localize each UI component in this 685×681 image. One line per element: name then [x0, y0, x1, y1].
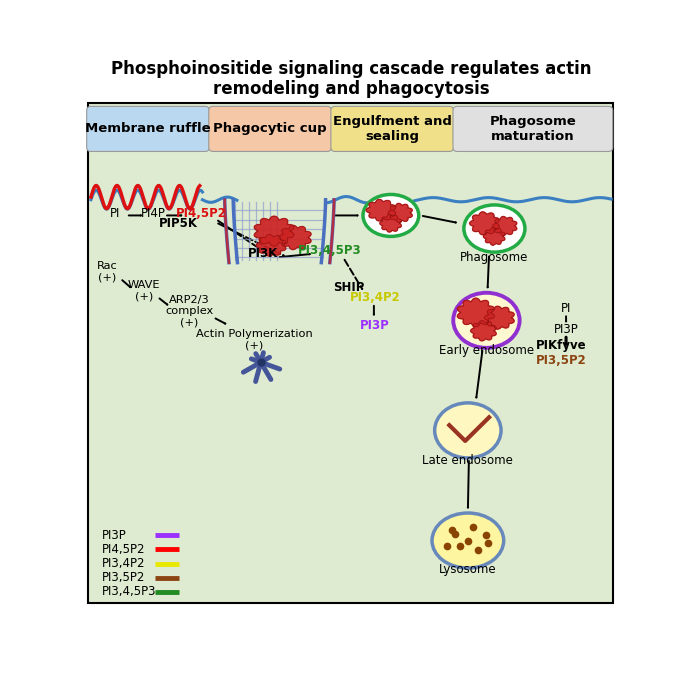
Polygon shape — [380, 215, 401, 232]
Text: PI3,5P2: PI3,5P2 — [536, 354, 586, 367]
FancyBboxPatch shape — [209, 106, 332, 151]
Polygon shape — [471, 321, 496, 341]
Ellipse shape — [453, 293, 520, 348]
Text: Phagocytic cup: Phagocytic cup — [213, 123, 327, 136]
Text: Phagosome: Phagosome — [460, 251, 529, 264]
Text: Phosphoinositide signaling cascade regulates actin
remodeling and phagocytosis: Phosphoinositide signaling cascade regul… — [111, 60, 591, 99]
Polygon shape — [366, 200, 396, 221]
Text: Engulfment and
sealing: Engulfment and sealing — [333, 115, 451, 143]
Text: PI3P: PI3P — [360, 319, 390, 332]
Polygon shape — [484, 227, 505, 245]
Polygon shape — [493, 217, 516, 236]
Text: PI3,5P2: PI3,5P2 — [101, 571, 145, 584]
Ellipse shape — [464, 205, 525, 252]
Text: PI4P: PI4P — [141, 207, 166, 221]
Text: PI3,4P2: PI3,4P2 — [101, 557, 145, 570]
Ellipse shape — [432, 513, 503, 568]
Text: WAVE
(+): WAVE (+) — [128, 280, 160, 302]
Text: PI4,5P2: PI4,5P2 — [176, 207, 227, 221]
Polygon shape — [388, 204, 412, 222]
Text: PI3P: PI3P — [101, 529, 126, 542]
Polygon shape — [256, 234, 286, 256]
FancyBboxPatch shape — [87, 106, 210, 151]
Text: SHIP: SHIP — [333, 281, 364, 294]
Text: PIKfyve: PIKfyve — [536, 339, 586, 352]
FancyBboxPatch shape — [88, 103, 613, 603]
Text: Lysosome: Lysosome — [439, 563, 497, 576]
Polygon shape — [279, 225, 311, 249]
Polygon shape — [484, 306, 514, 329]
Polygon shape — [254, 216, 294, 246]
Text: Phagosome
maturation: Phagosome maturation — [490, 115, 576, 143]
Text: Membrane ruffle: Membrane ruffle — [85, 123, 211, 136]
FancyBboxPatch shape — [453, 106, 613, 151]
Text: PI4,5P2: PI4,5P2 — [101, 543, 145, 556]
Text: PI3,4,5P3: PI3,4,5P3 — [101, 586, 156, 599]
Text: ARP2/3
complex
(+): ARP2/3 complex (+) — [165, 295, 213, 328]
Text: Actin Polymerization
(+): Actin Polymerization (+) — [196, 329, 313, 351]
Text: PI3K: PI3K — [249, 247, 279, 260]
Text: Early endosome: Early endosome — [439, 344, 534, 358]
Text: PI: PI — [110, 207, 120, 221]
Text: Rac
(+): Rac (+) — [97, 261, 117, 283]
Text: PI: PI — [561, 302, 571, 315]
Polygon shape — [458, 298, 495, 327]
Text: Late endosome: Late endosome — [423, 454, 513, 467]
Text: PIP5K: PIP5K — [159, 217, 198, 229]
Text: PI3,4P2: PI3,4P2 — [349, 291, 400, 304]
Polygon shape — [470, 212, 499, 235]
Text: PI3,4,5P3: PI3,4,5P3 — [298, 244, 362, 257]
FancyBboxPatch shape — [331, 106, 453, 151]
Text: PI3P: PI3P — [553, 323, 578, 336]
Ellipse shape — [435, 403, 501, 458]
Ellipse shape — [363, 195, 419, 236]
